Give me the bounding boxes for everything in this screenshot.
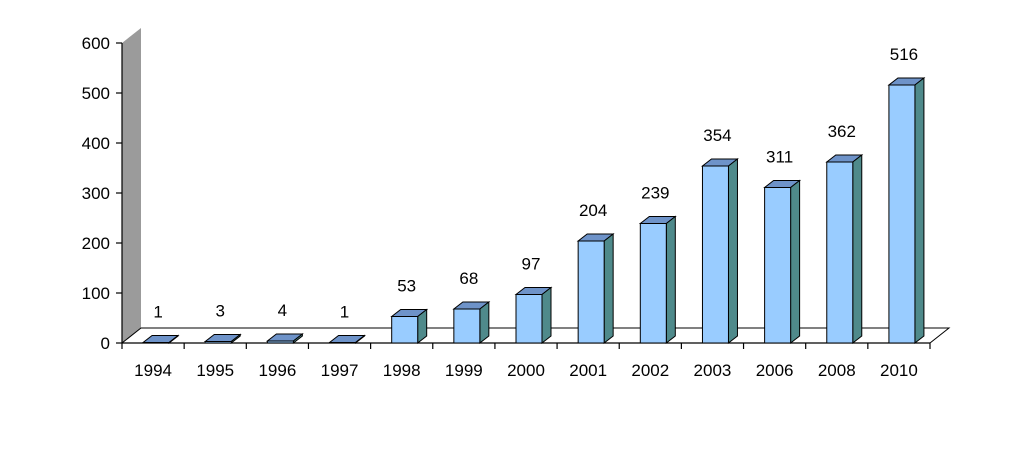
data-label: 4 bbox=[278, 301, 287, 320]
x-tick-label: 1997 bbox=[321, 361, 359, 380]
x-tick-label: 2001 bbox=[569, 361, 607, 380]
data-label: 53 bbox=[397, 277, 416, 296]
x-tick-label: 1998 bbox=[383, 361, 421, 380]
x-tick-label: 1996 bbox=[258, 361, 296, 380]
x-tick-label: 2000 bbox=[507, 361, 545, 380]
y-tick-label: 600 bbox=[82, 34, 110, 53]
bar-front bbox=[826, 161, 854, 344]
y-tick-label: 0 bbox=[101, 334, 110, 353]
data-label: 516 bbox=[890, 45, 918, 64]
bar-front bbox=[329, 342, 357, 344]
bar bbox=[328, 334, 366, 345]
x-tick-label: 2003 bbox=[694, 361, 732, 380]
y-tick-label: 500 bbox=[82, 84, 110, 103]
data-label: 68 bbox=[459, 269, 478, 288]
bar-front bbox=[701, 165, 729, 344]
bar-front bbox=[764, 187, 792, 344]
x-tick-label: 2002 bbox=[631, 361, 669, 380]
bar bbox=[763, 179, 802, 345]
bar-side bbox=[852, 153, 863, 345]
bar-side bbox=[790, 179, 801, 345]
x-tick-label: 1994 bbox=[134, 361, 172, 380]
bar-front bbox=[515, 294, 543, 344]
data-label: 1 bbox=[340, 303, 349, 322]
bar-front bbox=[453, 308, 481, 344]
bar bbox=[638, 215, 677, 345]
y-tick-label: 100 bbox=[82, 284, 110, 303]
back-wall bbox=[122, 28, 141, 343]
bar-side bbox=[914, 76, 925, 345]
bar-side bbox=[541, 286, 552, 345]
data-label: 239 bbox=[641, 184, 669, 203]
data-label: 311 bbox=[766, 148, 793, 167]
x-tick-label: 1995 bbox=[196, 361, 234, 380]
bar-side bbox=[479, 300, 490, 345]
x-tick-label: 2010 bbox=[880, 361, 918, 380]
x-tick-label: 2006 bbox=[756, 361, 794, 380]
data-label: 354 bbox=[703, 126, 731, 145]
data-label: 362 bbox=[828, 122, 856, 141]
bar-side bbox=[727, 157, 738, 345]
bar-front bbox=[639, 223, 667, 344]
bar bbox=[141, 334, 180, 345]
bar-side bbox=[603, 232, 614, 345]
bar bbox=[452, 300, 491, 345]
bar bbox=[265, 332, 304, 345]
bar bbox=[514, 286, 553, 345]
bar-front bbox=[391, 316, 419, 344]
bar bbox=[203, 333, 242, 345]
bar bbox=[701, 157, 739, 345]
bar-front bbox=[142, 342, 170, 344]
y-tick-label: 200 bbox=[82, 234, 110, 253]
bar bbox=[390, 308, 429, 345]
data-label: 97 bbox=[522, 255, 541, 274]
x-tick-label: 1999 bbox=[445, 361, 483, 380]
bar bbox=[887, 76, 926, 345]
bar-front bbox=[888, 84, 916, 344]
y-tick-label: 300 bbox=[82, 184, 110, 203]
bar bbox=[825, 153, 864, 345]
data-label: 204 bbox=[579, 201, 607, 220]
bar-front bbox=[577, 240, 605, 344]
bar-front bbox=[266, 340, 294, 344]
data-label: 3 bbox=[215, 302, 224, 321]
bar-front bbox=[204, 341, 232, 344]
x-tick-label: 2008 bbox=[818, 361, 856, 380]
bar bbox=[576, 232, 615, 345]
y-tick-label: 400 bbox=[82, 134, 110, 153]
data-label: 1 bbox=[153, 303, 162, 322]
bar-side bbox=[665, 215, 676, 345]
